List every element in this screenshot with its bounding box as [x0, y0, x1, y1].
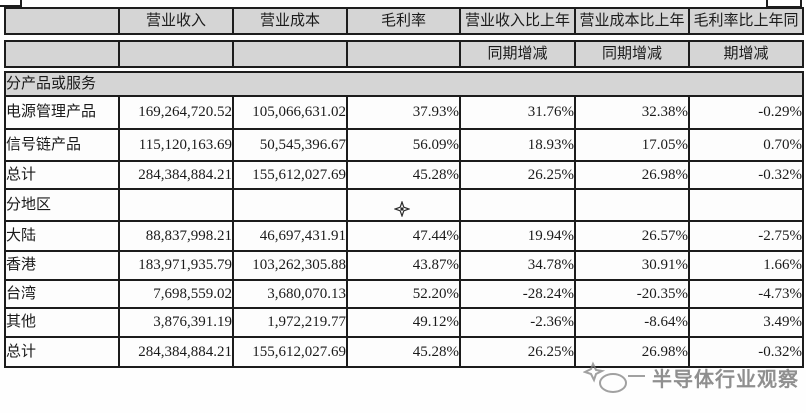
cell-cost-yoy: 26.98% — [574, 336, 690, 368]
cell-cost: 46,697,431.91 — [232, 220, 348, 252]
row-label: 大陆 — [4, 220, 120, 252]
cell-gross-margin: 45.28% — [346, 336, 461, 368]
table-row-product-total: 总计 284,384,884.21 155,612,027.69 45.28% … — [4, 160, 805, 190]
cell-cost: 3,680,070.13 — [232, 279, 348, 309]
table-row-region-total: 总计 284,384,884.21 155,612,027.69 45.28% … — [4, 336, 805, 368]
column-header-revenue: 营业收入 — [118, 7, 234, 35]
cell-margin-yoy: -0.32% — [687, 160, 805, 190]
cell-revenue-yoy: -2.36% — [459, 307, 576, 338]
cell-cost-yoy: -20.35% — [574, 279, 690, 309]
cropped-cell-remnant-left — [0, 0, 22, 7]
cell-cost: 155,612,027.69 — [232, 336, 348, 368]
table-row-other: 其他 3,876,391.19 1,972,219.77 49.12% -2.3… — [4, 307, 805, 338]
table-row-mainland: 大陆 88,837,998.21 46,697,431.91 47.44% 19… — [4, 220, 805, 252]
table-body: 分产品或服务 电源管理产品 169,264,720.52 105,066,631… — [3, 71, 805, 368]
column-header-cost-yoy: 营业成本比上年 — [574, 7, 690, 35]
table-row-power-management: 电源管理产品 169,264,720.52 105,066,631.02 37.… — [4, 95, 805, 130]
header-row2: 同期增减 同期增减 期增减 — [4, 40, 804, 68]
row-label: 总计 — [4, 160, 120, 190]
cell-margin-yoy: 3.49% — [687, 307, 805, 338]
row-label: 信号链产品 — [4, 128, 120, 162]
cell-gross-margin: 37.93% — [346, 95, 461, 130]
empty-cell — [118, 188, 234, 222]
column-header-cost: 营业成本 — [232, 7, 348, 35]
cropped-cell-remnant-right — [766, 0, 802, 8]
empty-cell — [574, 188, 690, 222]
cell-cost: 103,262,305.88 — [232, 250, 348, 281]
section-row-by-product: 分产品或服务 — [3, 71, 805, 97]
column-subheader — [118, 40, 234, 68]
cell-gross-margin: 45.28% — [346, 160, 461, 190]
cell-margin-yoy: 1.66% — [687, 250, 805, 281]
cell-cost-yoy: 32.38% — [574, 95, 690, 130]
cell-cost-yoy: -8.64% — [574, 307, 690, 338]
move-cursor-icon — [394, 201, 410, 217]
header-row: 营业收入 营业成本 毛利率 营业收入比上年 营业成本比上年 毛利率比上年同 — [4, 7, 804, 35]
cell-cost: 155,612,027.69 — [232, 160, 348, 190]
cell-revenue-yoy: 26.25% — [459, 336, 576, 368]
cell-revenue: 88,837,998.21 — [118, 220, 234, 252]
cell-gross-margin: 49.12% — [346, 307, 461, 338]
cell-revenue: 169,264,720.52 — [118, 95, 234, 130]
cell-cost-yoy: 26.98% — [574, 160, 690, 190]
cell-revenue: 284,384,884.21 — [118, 160, 234, 190]
column-subheader — [232, 40, 348, 68]
empty-cell — [232, 188, 348, 222]
table-row-signal-chain: 信号链产品 115,120,163.69 50,545,396.67 56.09… — [4, 128, 805, 162]
cell-gross-margin: 43.87% — [346, 250, 461, 281]
cell-cost-yoy: 30.91% — [574, 250, 690, 281]
column-subheader-change: 期增减 — [688, 40, 804, 68]
row-label: 台湾 — [4, 279, 120, 309]
cell-revenue-yoy: 26.25% — [459, 160, 576, 190]
cell-revenue-yoy: 19.94% — [459, 220, 576, 252]
header-row1: 营业收入 营业成本 毛利率 营业收入比上年 营业成本比上年 毛利率比上年同 — [4, 7, 804, 35]
table-row-taiwan: 台湾 7,698,559.02 3,680,070.13 52.20% -28.… — [4, 279, 805, 309]
column-header-margin-yoy: 毛利率比上年同 — [688, 7, 804, 35]
column-subheader — [4, 40, 120, 68]
row-label: 电源管理产品 — [4, 95, 120, 130]
cell-revenue: 284,384,884.21 — [118, 336, 234, 368]
cell-cost: 50,545,396.67 — [232, 128, 348, 162]
section-label: 分产品或服务 — [3, 71, 805, 97]
column-header-gross-margin: 毛利率 — [346, 7, 461, 35]
cell-revenue-yoy: 18.93% — [459, 128, 576, 162]
column-subheader-change: 同期增减 — [459, 40, 576, 68]
column-subheader — [346, 40, 461, 68]
empty-cell — [687, 188, 805, 222]
cell-margin-yoy: -2.75% — [687, 220, 805, 252]
section-row-by-region: 分地区 — [4, 188, 805, 222]
cell-revenue: 3,876,391.19 — [118, 307, 234, 338]
cell-revenue-yoy: -28.24% — [459, 279, 576, 309]
section-label: 分地区 — [4, 188, 120, 222]
cell-margin-yoy: 0.70% — [687, 128, 805, 162]
empty-cell — [459, 188, 576, 222]
column-subheader-change: 同期增减 — [574, 40, 690, 68]
cell-cost: 1,972,219.77 — [232, 307, 348, 338]
column-header-revenue-yoy: 营业收入比上年 — [459, 7, 576, 35]
cell-cost-yoy: 17.05% — [574, 128, 690, 162]
cell-margin-yoy: -4.73% — [687, 279, 805, 309]
cell-revenue-yoy: 31.76% — [459, 95, 576, 130]
cell-revenue: 115,120,163.69 — [118, 128, 234, 162]
cell-revenue-yoy: 34.78% — [459, 250, 576, 281]
financial-table: 营业收入 营业成本 毛利率 营业收入比上年 营业成本比上年 毛利率比上年同 同期… — [3, 7, 805, 368]
cell-revenue: 7,698,559.02 — [118, 279, 234, 309]
cell-gross-margin: 56.09% — [346, 128, 461, 162]
column-header — [4, 7, 120, 35]
cell-gross-margin: 52.20% — [346, 279, 461, 309]
header-row: 同期增减 同期增减 期增减 — [4, 40, 804, 68]
cell-cost: 105,066,631.02 — [232, 95, 348, 130]
row-label: 总计 — [4, 336, 120, 368]
cell-gross-margin: 47.44% — [346, 220, 461, 252]
row-label: 香港 — [4, 250, 120, 281]
row-label: 其他 — [4, 307, 120, 338]
cell-cost-yoy: 26.57% — [574, 220, 690, 252]
cell-revenue: 183,971,935.79 — [118, 250, 234, 281]
table-row-hongkong: 香港 183,971,935.79 103,262,305.88 43.87% … — [4, 250, 805, 281]
cell-margin-yoy: -0.29% — [687, 95, 805, 130]
cell-margin-yoy: -0.32% — [687, 336, 805, 368]
